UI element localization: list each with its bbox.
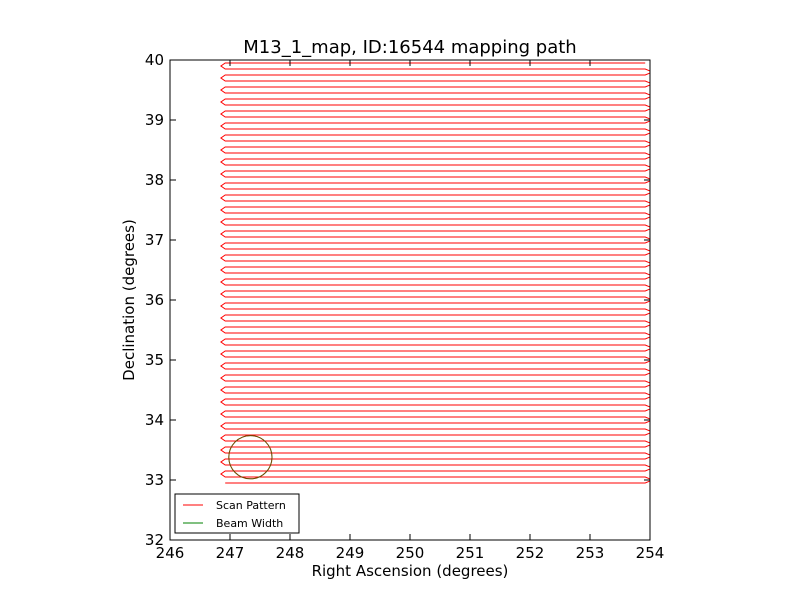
beam-width-circle-overlap <box>228 435 273 480</box>
x-tick-label: 252 <box>516 544 545 562</box>
y-tick-label: 34 <box>145 411 164 429</box>
legend: Scan Pattern Beam Width <box>174 493 300 534</box>
y-tick-label: 36 <box>145 291 164 309</box>
x-tick-label: 251 <box>456 544 485 562</box>
legend-label-scan-pattern: Scan Pattern <box>216 499 286 512</box>
x-tick-label: 250 <box>396 544 425 562</box>
chart-title: M13_1_map, ID:16544 mapping path <box>243 37 576 58</box>
y-axis: 32 33 34 35 36 37 38 39 40 <box>145 51 650 549</box>
y-tick-label: 33 <box>145 471 164 489</box>
beam-width-circle <box>228 435 273 480</box>
x-tick-label: 249 <box>336 544 365 562</box>
y-tick-label: 37 <box>145 231 164 249</box>
legend-label-beam-width: Beam Width <box>216 517 283 530</box>
y-tick-label: 38 <box>145 171 164 189</box>
y-tick-label: 40 <box>145 51 164 69</box>
x-tick-label: 247 <box>216 544 245 562</box>
scan-pattern-series <box>220 62 650 484</box>
x-tick-label: 246 <box>156 544 185 562</box>
x-tick-label: 248 <box>276 544 305 562</box>
y-axis-label: Declination (degrees) <box>120 219 138 381</box>
x-tick-label: 254 <box>636 544 665 562</box>
scan-pattern-line <box>220 62 650 484</box>
y-tick-label: 35 <box>145 351 164 369</box>
y-tick-label: 39 <box>145 111 164 129</box>
beam-width-series <box>228 435 273 480</box>
x-tick-label: 253 <box>576 544 605 562</box>
y-tick-label: 32 <box>145 531 164 549</box>
x-axis: 246 247 248 249 250 251 252 253 254 <box>156 60 665 562</box>
x-axis-label: Right Ascension (degrees) <box>312 562 509 580</box>
legend-box <box>174 493 300 534</box>
